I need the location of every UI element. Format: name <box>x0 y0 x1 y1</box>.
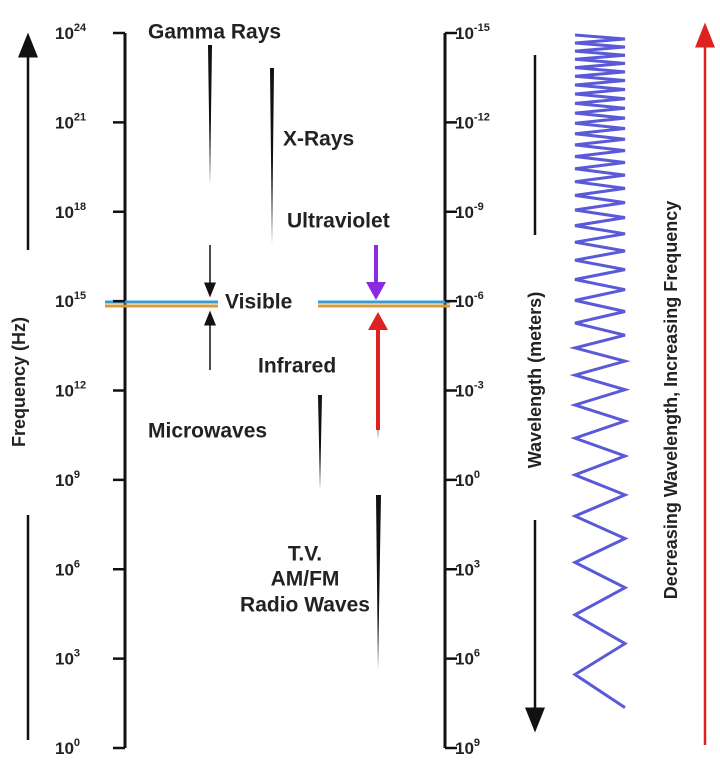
tick-exp: 0 <box>74 737 80 749</box>
tick-label: 10-3 <box>455 379 484 401</box>
tick-exp: 3 <box>474 558 480 570</box>
tick-exp: 3 <box>74 648 80 660</box>
tick-base: 10 <box>455 650 474 669</box>
tick-exp: 18 <box>74 201 86 213</box>
tick-base: 10 <box>455 114 474 133</box>
wave <box>569 33 631 709</box>
tick-exp: -12 <box>474 111 490 123</box>
tick-base: 10 <box>55 650 74 669</box>
tick-exp: -3 <box>474 379 484 391</box>
tick-label: 106 <box>455 648 480 670</box>
microwave-range <box>318 395 322 490</box>
band-label: Radio Waves <box>240 594 370 617</box>
tick-base: 10 <box>455 24 474 43</box>
tick-label: 109 <box>455 737 480 759</box>
band-label: T.V. <box>288 543 322 566</box>
tick-label: 100 <box>55 737 80 759</box>
tick-label: 103 <box>455 558 480 580</box>
tick-exp: 9 <box>74 469 80 481</box>
ir-arrow-head <box>368 312 388 330</box>
tick-label: 106 <box>55 558 80 580</box>
tick-base: 10 <box>455 293 474 312</box>
label-bg <box>218 290 318 316</box>
tick-base: 10 <box>455 203 474 222</box>
band-label: Microwaves <box>148 420 267 443</box>
tick-label: 10-6 <box>455 290 484 312</box>
label-bg <box>10 312 30 452</box>
tick-label: 10-9 <box>455 201 484 223</box>
tick-exp: -6 <box>474 290 484 302</box>
band-label: Gamma Rays <box>148 21 281 44</box>
axis-title: Wavelength (meters) <box>525 292 545 468</box>
tick-base: 10 <box>455 382 474 401</box>
tick-exp: 12 <box>74 379 86 391</box>
tick-label: 1021 <box>55 111 86 133</box>
tick-base: 10 <box>55 203 74 222</box>
tick-base: 10 <box>55 382 74 401</box>
wave-caption: Decreasing Wavelength, Increasing Freque… <box>661 201 681 599</box>
axis-title: Frequency (Hz) <box>9 317 29 447</box>
tick-exp: 21 <box>74 111 86 123</box>
uv-arrow-head <box>366 282 386 300</box>
tick-base: 10 <box>55 739 74 758</box>
band-label: X-Rays <box>283 128 354 151</box>
tick-exp: -15 <box>474 22 490 34</box>
tick-label: 10-15 <box>455 22 490 44</box>
tick-exp: 6 <box>474 648 480 660</box>
tick-base: 10 <box>455 471 474 490</box>
band-label: Ultraviolet <box>287 210 390 233</box>
tick-exp: 9 <box>474 737 480 749</box>
tick-exp: 6 <box>74 558 80 570</box>
tick-label: 1015 <box>55 290 86 312</box>
tick-label: 103 <box>55 648 80 670</box>
tick-base: 10 <box>455 739 474 758</box>
tick-base: 10 <box>455 561 474 580</box>
tick-base: 10 <box>55 114 74 133</box>
tick-label: 10-12 <box>455 111 490 133</box>
tick-exp: 24 <box>74 22 87 34</box>
tick-exp: 15 <box>74 290 86 302</box>
band-label: AM/FM <box>271 568 340 591</box>
tick-exp: 0 <box>474 469 480 481</box>
tick-label: 1012 <box>55 379 86 401</box>
tick-label: 100 <box>455 469 480 491</box>
tick-base: 10 <box>55 293 74 312</box>
tick-exp: -9 <box>474 201 484 213</box>
tick-label: 109 <box>55 469 80 491</box>
tick-label: 1018 <box>55 201 86 223</box>
tick-base: 10 <box>55 471 74 490</box>
band-label: Visible <box>225 291 292 314</box>
band-label: Infrared <box>258 355 336 378</box>
radio-range <box>376 495 381 670</box>
tick-base: 10 <box>55 24 74 43</box>
gamma-range <box>208 45 212 185</box>
tick-base: 10 <box>55 561 74 580</box>
tick-label: 1024 <box>55 22 87 44</box>
xray-range <box>270 68 274 245</box>
